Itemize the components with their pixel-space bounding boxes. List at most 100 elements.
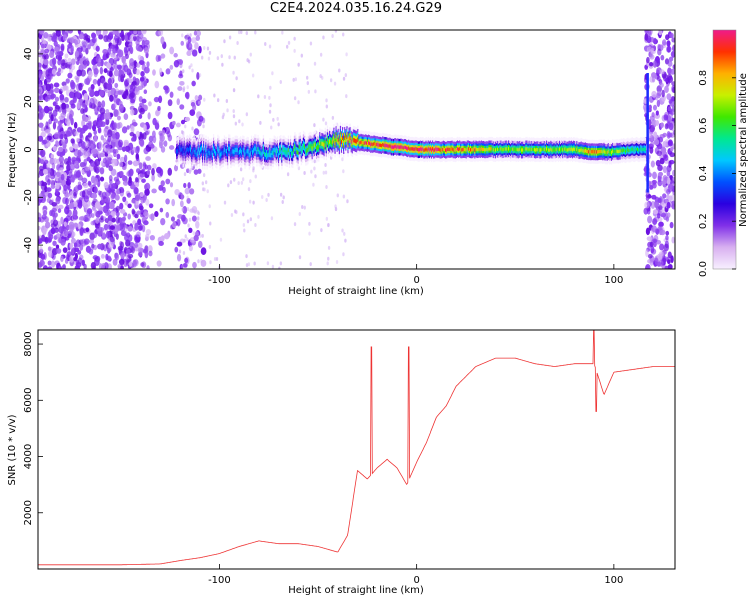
heatmap-ridge-cell [469,148,472,152]
heatmap-faint-cell [278,266,281,269]
heatmap-ridge-cell [210,150,213,155]
heatmap-noise-cell [131,147,137,153]
heatmap-noise-cell [127,253,134,259]
heatmap-ridge-cell [208,150,210,156]
heatmap-ridge-cell [550,147,552,151]
heatmap-noise-cell [58,265,63,269]
heatmap-noise-cell [126,192,132,198]
heatmap-ridge-cell [471,148,473,152]
heatmap-noise-cell [42,54,47,60]
heatmap-ridge-cell [237,150,240,155]
heatmap-ridge-cell [560,148,562,152]
heatmap-faint-cell [345,94,348,99]
heatmap-ridge-cell [222,150,224,155]
heatmap-ridge-cell [310,144,312,149]
heatmap-ridge-cell [347,140,349,145]
heatmap-noise-cell [169,91,174,98]
heatmap-noise-cell [55,140,59,146]
heatmap-faint-cell [281,30,284,35]
heatmap-ridge-cell [608,150,611,155]
heatmap-noise-cell [195,30,202,37]
heatmap-noise-cell [160,180,165,187]
heatmap-noise-cell [109,94,114,102]
heatmap-faint-cell [240,30,243,35]
heatmap-noise-cell [127,213,131,220]
heatmap-ridge-cell [562,148,564,152]
heatmap-noise-cell [129,92,136,99]
heatmap-noise-cell [58,123,63,129]
heatmap-noise-cell [69,146,74,151]
heatmap-noise-cell [55,50,60,56]
heatmap-noise-cell [62,247,68,253]
heatmap-faint-cell [313,123,316,128]
heatmap-faint-cell [259,120,262,125]
heatmap-noise-cell [59,96,65,103]
heatmap-noise-cell [49,50,55,59]
heatmap-noise-cell [92,255,99,260]
heatmap-faint-cell [232,114,236,119]
heatmap-noise-cell [657,197,662,204]
heatmap-ridge-cell [609,150,612,154]
heatmap-faint-cell [334,30,338,33]
heatmap-noise-cell [50,227,56,235]
heatmap-noise-cell [113,69,120,77]
heatmap-ridge-cell [625,149,627,153]
heatmap-noise-cell [101,100,106,108]
heatmap-noise-cell [42,209,48,216]
heatmap-ridge-cell [178,147,180,152]
heatmap-noise-cell [650,134,654,142]
heatmap-ridge-cell [407,147,409,151]
heatmap-ridge-cell [231,149,233,155]
heatmap-noise-cell [90,160,96,167]
heatmap-ridge-cell [372,142,374,147]
heatmap-faint-cell [342,252,345,257]
heatmap-ridge-cell [605,150,607,155]
heatmap-faint-cell [228,35,232,40]
heatmap-faint-cell [266,261,270,266]
heatmap-noise-cell [130,199,137,204]
heatmap-faint-cell [300,53,304,58]
heatmap-ridge-cell [295,146,297,151]
heatmap-noise-cell [145,198,150,206]
heatmap-noise-cell [122,180,129,186]
heatmap-noise-cell [72,96,77,102]
heatmap-noise-cell [672,64,675,70]
heatmap-noise-cell [195,220,200,229]
heatmap-ridge-cell [394,144,396,149]
heatmap-noise-cell [99,66,104,75]
snr-frame [37,329,676,570]
heatmap-noise-cell [113,35,119,41]
heatmap-noise-cell [189,109,196,117]
heatmap-noise-cell [99,152,105,158]
heatmap-ridge-cell [643,147,645,151]
heatmap-faint-cell [194,210,197,215]
heatmap-ridge-cell [507,147,510,151]
heatmap-faint-cell [326,261,329,266]
heatmap-ridge-cell [644,147,646,152]
heatmap-faint-cell [249,52,252,57]
heatmap-noise-cell [179,80,185,86]
heatmap-faint-cell [220,54,223,59]
heatmap-noise-cell [81,44,87,53]
heatmap-ridge-cell [515,148,517,152]
heatmap-noise-cell [149,234,155,241]
heatmap-ridge-cell [197,147,200,152]
heatmap-noise-cell [186,197,191,204]
heatmap-faint-cell [208,50,212,55]
heatmap-ridge-cell [485,148,487,152]
heatmap-faint-cell [246,58,249,63]
heatmap-noise-cell [146,170,151,175]
heatmap-noise-cell [134,86,140,92]
heatmap-noise-cell [128,261,133,267]
heatmap-noise-cell [118,89,124,95]
heatmap-faint-cell [198,100,201,105]
heatmap-noise-cell [151,168,155,176]
heatmap-noise-cell [68,197,74,202]
heatmap-noise-cell [83,182,89,189]
heatmap-ridge-cell [576,147,578,151]
heatmap-noise-cell [114,63,118,71]
heatmap-faint-cell [198,73,202,78]
heatmap-faint-cell [197,259,200,264]
heatmap-ridge-cell [193,147,195,153]
heatmap-ridge-cell [332,139,334,144]
